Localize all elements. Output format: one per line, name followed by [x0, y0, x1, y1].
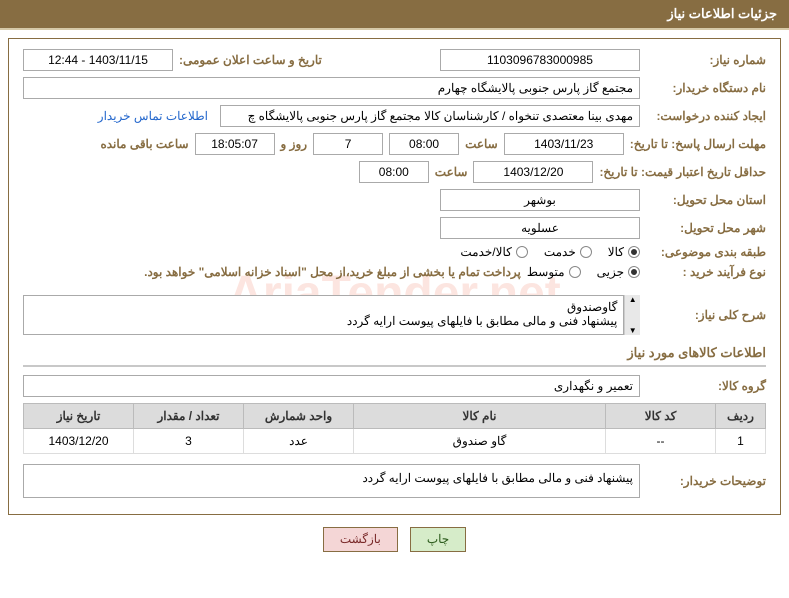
city-value: عسلویه: [440, 217, 640, 239]
description-value: گاوصندوق پیشنهاد فنی و مالی مطابق با فای…: [23, 295, 624, 335]
city-label: شهر محل تحویل:: [646, 221, 766, 235]
process-radio-group: جزیی متوسط: [527, 265, 640, 279]
countdown: 18:05:07: [195, 133, 275, 155]
description-label: شرح کلی نیاز:: [646, 308, 766, 322]
remaining-label: ساعت باقی مانده: [100, 137, 188, 151]
cell-name: گاو صندوق: [354, 429, 606, 454]
row-requester: ایجاد کننده درخواست: مهدی بینا معتصدی تن…: [23, 105, 766, 127]
contact-link[interactable]: اطلاعات تماس خریدار: [98, 109, 208, 123]
row-deadline: مهلت ارسال پاسخ: تا تاریخ: 1403/11/23 سا…: [23, 133, 766, 155]
group-label: گروه کالا:: [646, 379, 766, 393]
table-header-row: ردیف کد کالا نام کالا واحد شمارش تعداد /…: [24, 404, 766, 429]
deadline-time: 08:00: [389, 133, 459, 155]
announce-label: تاریخ و ساعت اعلان عمومی:: [179, 53, 322, 67]
group-value: تعمیر و نگهداری: [23, 375, 640, 397]
row-need-number: شماره نیاز: 1103096783000985 تاریخ و ساع…: [23, 49, 766, 71]
row-city: شهر محل تحویل: عسلویه: [23, 217, 766, 239]
cell-qty: 3: [134, 429, 244, 454]
cell-code: --: [606, 429, 716, 454]
province-label: استان محل تحویل:: [646, 193, 766, 207]
col-unit: واحد شمارش: [244, 404, 354, 429]
process-note: پرداخت تمام یا بخشی از مبلغ خرید،از محل …: [144, 265, 521, 279]
validity-date: 1403/12/20: [473, 161, 593, 183]
radio-service[interactable]: خدمت: [544, 245, 592, 259]
deadline-label: مهلت ارسال پاسخ: تا تاریخ:: [630, 137, 766, 151]
radio-goods[interactable]: کالا: [608, 245, 640, 259]
radio-medium[interactable]: متوسط: [527, 265, 581, 279]
category-radio-group: کالا خدمت کالا/خدمت: [460, 245, 640, 259]
deadline-date: 1403/11/23: [504, 133, 624, 155]
row-buyer: نام دستگاه خریدار: مجتمع گاز پارس جنوبی …: [23, 77, 766, 99]
need-number-label: شماره نیاز:: [646, 53, 766, 67]
buyer-notes-value: پیشنهاد فنی و مالی مطابق با فایلهای پیوس…: [23, 464, 640, 498]
days-label: روز و: [281, 137, 308, 151]
cell-date: 1403/12/20: [24, 429, 134, 454]
process-label: نوع فرآیند خرید :: [646, 265, 766, 279]
col-date: تاریخ نیاز: [24, 404, 134, 429]
back-button[interactable]: بازگشت: [323, 527, 398, 552]
col-qty: تعداد / مقدار: [134, 404, 244, 429]
radio-both[interactable]: کالا/خدمت: [460, 245, 527, 259]
row-description: شرح کلی نیاز: ▲▼ گاوصندوق پیشنهاد فنی و …: [23, 295, 766, 335]
buyer-label: نام دستگاه خریدار:: [646, 81, 766, 95]
category-label: طبقه بندی موضوعی:: [646, 245, 766, 259]
col-code: کد کالا: [606, 404, 716, 429]
row-validity: حداقل تاریخ اعتبار قیمت: تا تاریخ: 1403/…: [23, 161, 766, 183]
deadline-time-label: ساعت: [465, 137, 498, 151]
textarea-scrollbar[interactable]: ▲▼: [624, 295, 640, 335]
print-button[interactable]: چاپ: [410, 527, 466, 552]
col-name: نام کالا: [354, 404, 606, 429]
validity-time-label: ساعت: [435, 165, 468, 179]
goods-section-title: اطلاعات کالاهای مورد نیاز: [23, 345, 766, 367]
requester-value: مهدی بینا معتصدی تنخواه / کارشناسان کالا…: [220, 105, 640, 127]
announce-value: 1403/11/15 - 12:44: [23, 49, 173, 71]
row-category: طبقه بندی موضوعی: کالا خدمت کالا/خدمت: [23, 245, 766, 259]
validity-time: 08:00: [359, 161, 429, 183]
page-title: جزئیات اطلاعات نیاز: [667, 6, 777, 21]
cell-row: 1: [716, 429, 766, 454]
row-group: گروه کالا: تعمیر و نگهداری: [23, 375, 766, 397]
row-province: استان محل تحویل: بوشهر: [23, 189, 766, 211]
col-row: ردیف: [716, 404, 766, 429]
main-panel: شماره نیاز: 1103096783000985 تاریخ و ساع…: [8, 38, 781, 515]
requester-label: ایجاد کننده درخواست:: [646, 109, 766, 123]
deadline-days: 7: [313, 133, 383, 155]
buyer-value: مجتمع گاز پارس جنوبی پالایشگاه چهارم: [23, 77, 640, 99]
table-row: 1 -- گاو صندوق عدد 3 1403/12/20: [24, 429, 766, 454]
radio-partial[interactable]: جزیی: [597, 265, 640, 279]
cell-unit: عدد: [244, 429, 354, 454]
row-process: نوع فرآیند خرید : جزیی متوسط پرداخت تمام…: [23, 265, 766, 279]
buyer-notes-label: توضیحات خریدار:: [646, 474, 766, 488]
button-row: چاپ بازگشت: [0, 527, 789, 558]
goods-table: ردیف کد کالا نام کالا واحد شمارش تعداد /…: [23, 403, 766, 454]
validity-label: حداقل تاریخ اعتبار قیمت: تا تاریخ:: [599, 165, 766, 179]
need-number-value: 1103096783000985: [440, 49, 640, 71]
row-buyer-notes: توضیحات خریدار: پیشنهاد فنی و مالی مطابق…: [23, 464, 766, 498]
page-header: جزئیات اطلاعات نیاز: [0, 0, 789, 30]
province-value: بوشهر: [440, 189, 640, 211]
